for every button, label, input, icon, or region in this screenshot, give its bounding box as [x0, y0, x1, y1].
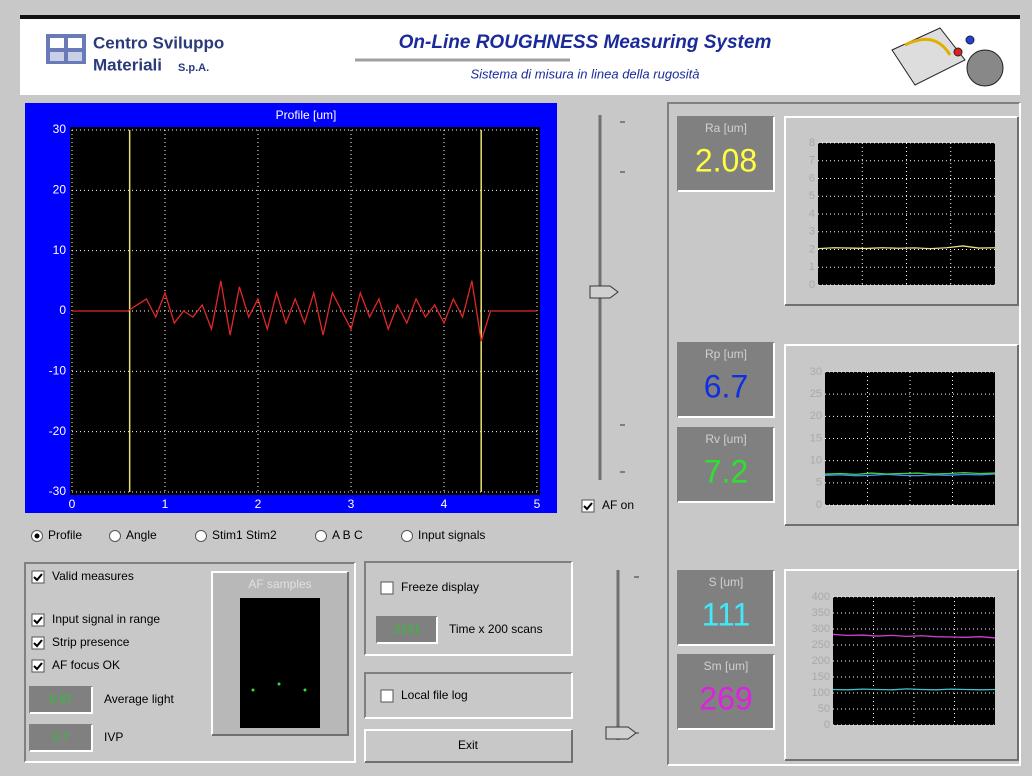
y-tick-label: -20 [49, 424, 67, 438]
checkbox-label[interactable]: Input signal in range [52, 612, 160, 626]
radio-button[interactable] [402, 531, 413, 542]
y-tick-label: 0 [59, 303, 66, 317]
y-tick-label: 0 [824, 719, 830, 731]
x-tick-label: 1 [162, 497, 169, 511]
meter-value: 269 [699, 680, 752, 716]
meter-value: 111 [702, 596, 751, 632]
y-tick-label: 0 [816, 499, 822, 511]
company-logo [46, 34, 86, 64]
y-tick-label: 30 [810, 366, 822, 378]
y-tick-label: 6 [809, 172, 815, 184]
exit-label[interactable]: Exit [458, 738, 479, 752]
radio-label[interactable]: Profile [48, 528, 82, 542]
y-tick-label: 5 [816, 477, 822, 489]
y-tick-label: 3 [809, 226, 815, 238]
y-tick-label: 100 [812, 687, 830, 699]
y-tick-label: 150 [812, 671, 830, 683]
checkbox-label[interactable]: AF focus OK [52, 658, 120, 672]
y-tick-label: -30 [49, 484, 67, 498]
checkbox-label[interactable]: Freeze display [401, 580, 479, 594]
y-tick-label: 30 [53, 122, 67, 136]
radio-button[interactable] [110, 531, 121, 542]
radio-dot [35, 534, 40, 539]
y-tick-label: 20 [810, 410, 822, 422]
header-rule [20, 15, 1020, 19]
radio-button[interactable] [316, 531, 327, 542]
trend-line [833, 689, 995, 690]
af-sample-dot [278, 683, 281, 686]
readout-value: 6.67 [49, 692, 73, 706]
meter-value: 7.2 [704, 453, 748, 489]
x-tick-label: 0 [69, 497, 76, 511]
checkbox[interactable] [32, 614, 44, 626]
checkbox[interactable] [381, 582, 393, 594]
y-tick-label: 10 [53, 243, 67, 257]
company-name: Centro Sviluppo [93, 33, 224, 52]
y-tick-label: 1 [809, 261, 815, 273]
radio-label[interactable]: Input signals [418, 528, 485, 542]
checkbox[interactable] [32, 571, 44, 583]
af-sample-dot [304, 689, 307, 692]
log-panel [365, 673, 572, 718]
readout-label: IVP [104, 730, 123, 744]
checkbox[interactable] [32, 637, 44, 649]
y-tick-label: 20 [53, 183, 67, 197]
radio-label[interactable]: Angle [126, 528, 157, 542]
meter-value: 2.08 [695, 142, 757, 178]
y-tick-label: 8 [809, 137, 815, 149]
app-subtitle: Sistema di misura in linea della rugosit… [470, 66, 699, 81]
y-tick-label: 50 [818, 703, 830, 715]
af-sample-dot [252, 689, 255, 692]
y-tick-label: -10 [49, 364, 67, 378]
checkbox-label[interactable]: AF on [602, 498, 634, 512]
y-tick-label: 0 [809, 279, 815, 291]
checkbox[interactable] [32, 660, 44, 672]
company-name: Materiali [93, 55, 162, 74]
meter-label: Sm [um] [704, 659, 749, 673]
readout-value: 0.7 [53, 730, 70, 744]
y-tick-label: 300 [812, 623, 830, 635]
meter-value: 6.7 [704, 368, 748, 404]
x-tick-label: 2 [255, 497, 262, 511]
x-tick-label: 3 [348, 497, 355, 511]
checkbox-label[interactable]: Valid measures [52, 569, 134, 583]
meter-label: Ra [um] [705, 121, 747, 135]
checkbox[interactable] [381, 690, 393, 702]
radio-button[interactable] [196, 531, 207, 542]
y-tick-label: 200 [812, 655, 830, 667]
y-tick-label: 350 [812, 607, 830, 619]
checkbox[interactable] [582, 500, 594, 512]
app-title: On-Line ROUGHNESS Measuring System [399, 32, 772, 53]
checkbox-label[interactable]: Local file log [401, 688, 468, 702]
y-tick-label: 400 [812, 591, 830, 603]
checkbox-label[interactable]: Strip presence [52, 635, 130, 649]
y-tick-label: 10 [810, 455, 822, 467]
readout-label: Average light [104, 692, 174, 706]
meter-label: Rp [um] [705, 347, 747, 361]
y-tick-label: 15 [810, 432, 822, 444]
meter-label: S [um] [709, 575, 744, 589]
app-window: Centro Sviluppo Materiali S.p.A. On-Line… [0, 0, 1032, 776]
chart-title: Profile [um] [276, 108, 337, 122]
readout-label: Time x 200 scans [449, 622, 543, 636]
af-samples-plot [240, 598, 320, 728]
y-tick-label: 5 [809, 190, 815, 202]
y-tick-label: 2 [809, 243, 815, 255]
x-tick-label: 5 [534, 497, 541, 511]
meter-label: Rv [um] [705, 432, 746, 446]
af-samples-title: AF samples [248, 577, 311, 591]
y-tick-label: 250 [812, 639, 830, 651]
radio-label[interactable]: Stim1 Stim2 [212, 528, 277, 542]
readout-value: 2141 [394, 622, 421, 636]
radio-label[interactable]: A B C [332, 528, 363, 542]
x-tick-label: 4 [441, 497, 448, 511]
y-tick-label: 4 [809, 208, 815, 220]
y-tick-label: 7 [809, 155, 815, 167]
header [20, 15, 1020, 95]
company-suffix: S.p.A. [178, 62, 209, 74]
y-tick-label: 25 [810, 388, 822, 400]
